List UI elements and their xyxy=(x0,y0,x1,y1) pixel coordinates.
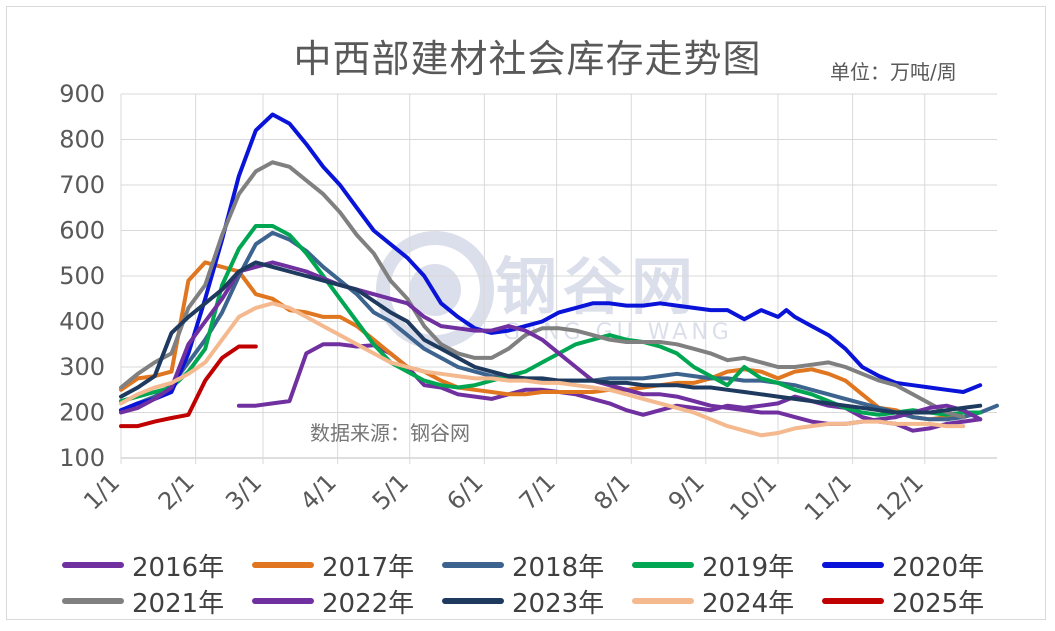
legend-item: 2025年 xyxy=(822,584,985,619)
legend-swatch xyxy=(442,598,504,604)
series-line xyxy=(119,160,966,420)
legend-label: 2018年 xyxy=(512,552,605,583)
legend-swatch xyxy=(822,598,884,604)
x-tick-label: 5/1 xyxy=(367,468,414,515)
legend-swatch xyxy=(822,562,884,568)
legend-swatch xyxy=(632,598,694,604)
legend-label: 2025年 xyxy=(892,588,985,619)
series-line xyxy=(119,260,983,415)
x-tick-label: 12/1 xyxy=(871,468,929,526)
y-tick-label: 700 xyxy=(59,171,105,199)
legend-label: 2022年 xyxy=(322,588,415,619)
y-tick-label: 300 xyxy=(59,353,105,381)
legend-item: 2021年 xyxy=(62,584,225,619)
legend-swatch xyxy=(62,562,124,568)
source-label: 数据来源：钢谷网 xyxy=(310,421,470,445)
x-tick-label: 2/1 xyxy=(153,468,200,515)
watermark-text: 钢谷网 xyxy=(495,250,700,323)
legend-label: 2023年 xyxy=(512,588,605,619)
legend-item: 2023年 xyxy=(442,584,605,619)
x-tick-label: 11/1 xyxy=(799,468,857,526)
x-tick-label: 4/1 xyxy=(295,468,342,515)
legend-label: 2024年 xyxy=(702,588,795,619)
legend-swatch xyxy=(252,562,314,568)
legend-label: 2021年 xyxy=(132,588,225,619)
series-line xyxy=(119,344,258,429)
series-line xyxy=(119,301,966,438)
y-tick-label: 800 xyxy=(59,126,105,154)
legend-label: 2020年 xyxy=(892,552,985,583)
x-tick-label: 3/1 xyxy=(220,468,267,515)
watermark: 钢谷网 GANG GU WANG xyxy=(375,230,729,354)
chart-title: 中西部建材社会库存走势图 xyxy=(293,37,762,81)
unit-label: 单位：万吨/周 xyxy=(830,60,957,84)
legend-swatch xyxy=(62,598,124,604)
legend-item: 2016年 xyxy=(62,548,225,583)
series-line xyxy=(119,260,983,422)
x-tick-label: 1/1 xyxy=(78,468,125,515)
y-tick-label: 600 xyxy=(59,217,105,245)
legend-swatch xyxy=(632,562,694,568)
legend-item: 2017年 xyxy=(252,548,415,583)
x-tick-label: 6/1 xyxy=(442,468,489,515)
series-line xyxy=(119,112,983,413)
legend-item: 2018年 xyxy=(442,548,605,583)
x-tick-label: 8/1 xyxy=(588,468,635,515)
legend-label: 2019年 xyxy=(702,552,795,583)
y-tick-label: 400 xyxy=(59,308,105,336)
x-tick-label: 7/1 xyxy=(514,468,561,515)
legend-item: 2024年 xyxy=(632,584,795,619)
legend-swatch xyxy=(442,562,504,568)
x-tick-label: 9/1 xyxy=(663,468,710,515)
x-tick-label: 10/1 xyxy=(724,468,782,526)
chart-frame xyxy=(6,6,1046,620)
legend-swatch xyxy=(252,598,314,604)
y-tick-label: 200 xyxy=(59,399,105,427)
y-tick-label: 900 xyxy=(59,80,105,108)
legend-item: 2019年 xyxy=(632,548,795,583)
y-tick-label: 100 xyxy=(59,444,105,472)
legend-item: 2020年 xyxy=(822,548,985,583)
y-tick-label: 500 xyxy=(59,262,105,290)
legend-label: 2017年 xyxy=(322,552,415,583)
legend-label: 2016年 xyxy=(132,552,225,583)
legend-item: 2022年 xyxy=(252,584,415,619)
